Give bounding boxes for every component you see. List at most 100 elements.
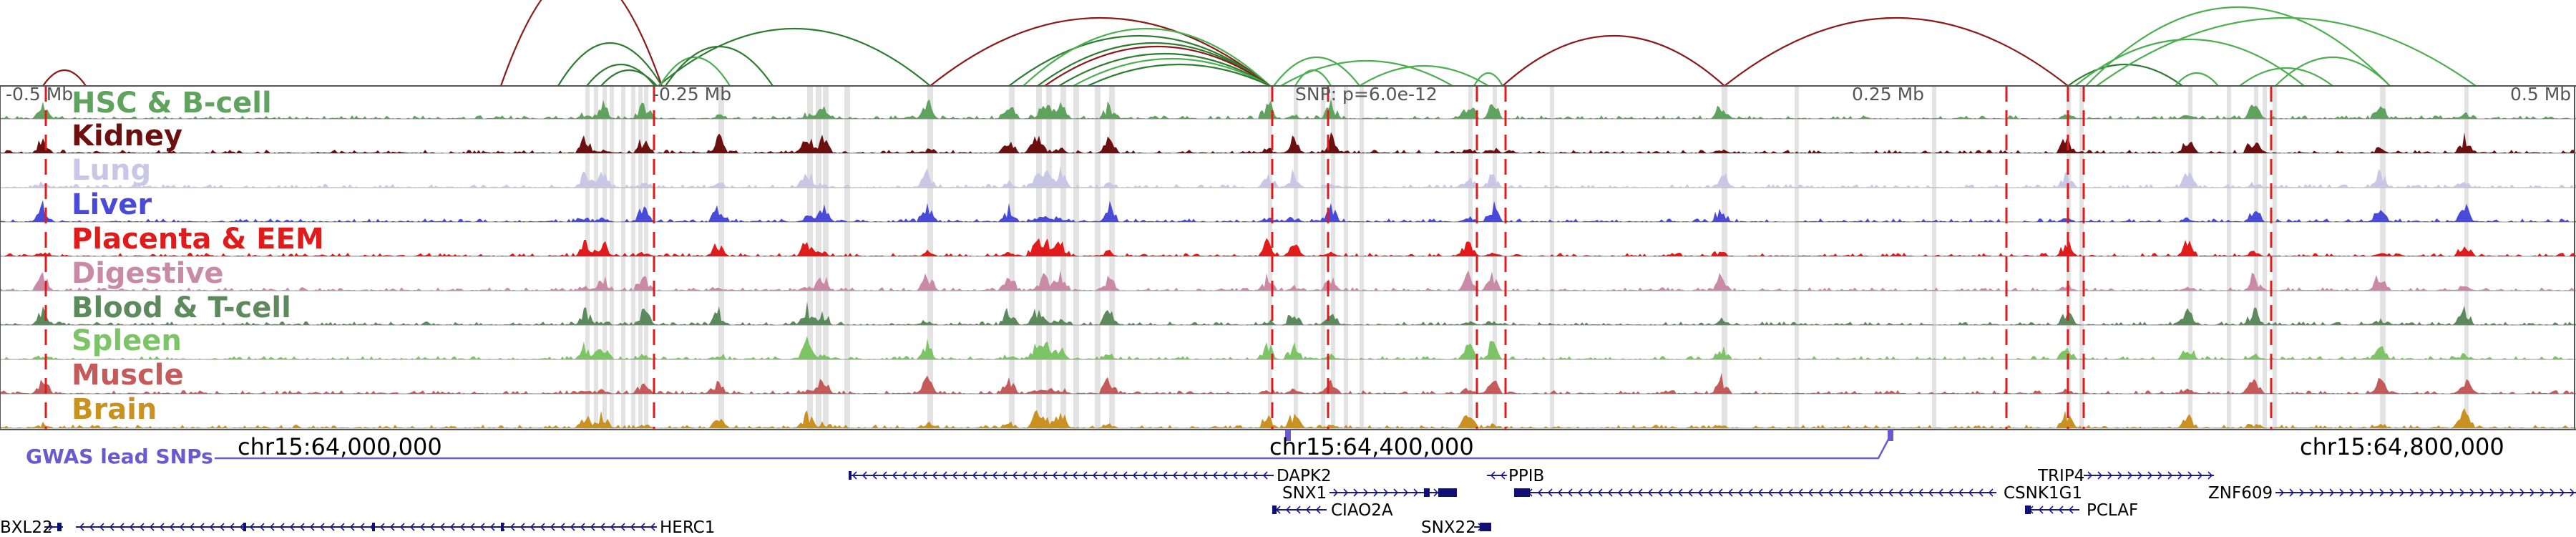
gene-label-snx22[interactable]: SNX22 (1421, 518, 1476, 537)
strand-arrow (530, 523, 535, 531)
gene-label-trip4[interactable]: TRIP4 (2038, 467, 2085, 485)
strand-arrow (1938, 488, 1943, 497)
chromatin-loop-arc (1058, 53, 1271, 87)
chromatin-loop-arc (1724, 16, 2069, 87)
strand-arrow (1305, 505, 1311, 514)
strand-arrow (2157, 471, 2163, 480)
track-label-blood-t-cell: Blood & T-cell (72, 291, 291, 324)
strand-arrow (1878, 488, 1883, 497)
gene-label-snx1[interactable]: SNX1 (1282, 484, 1327, 503)
strand-arrow (2379, 488, 2385, 497)
signal-track (0, 270, 2576, 291)
highlight-column (2273, 86, 2277, 430)
strand-arrow (650, 523, 655, 531)
strand-arrow (1082, 471, 1088, 480)
ruler-label-right-mid: 0.25 Mb (1852, 84, 1925, 105)
gene-model (1474, 523, 1491, 531)
gene-label-ciao2a[interactable]: CIAO2A (1331, 501, 1393, 520)
highlight-column (1321, 86, 1325, 430)
chromatin-loop-arc (1273, 56, 1360, 87)
signal-tracks (0, 98, 2576, 429)
highlight-column (1550, 86, 1554, 430)
gene-label-csnk1g1[interactable]: CSNK1G1 (2004, 484, 2083, 503)
gene-label-ppib[interactable]: PPIB (1508, 467, 1545, 485)
strand-arrow (1868, 488, 1873, 497)
strand-arrow (922, 471, 927, 480)
gene-model (2025, 505, 2079, 514)
strand-arrow (2519, 488, 2525, 497)
signal-track (0, 372, 2576, 395)
chromatin-loop-arc (1073, 57, 1271, 87)
strand-arrow (2299, 488, 2305, 497)
gene-label-bxl22[interactable]: BXL22 (0, 518, 53, 537)
chromatin-loop-arc (2067, 63, 2183, 87)
highlight-column (1268, 86, 1272, 430)
chromatin-loop-arcs (42, 0, 2477, 87)
strand-arrow (1042, 471, 1048, 480)
chromatin-loop-arc (42, 69, 87, 87)
exon (1438, 488, 1457, 497)
exon (1514, 488, 1530, 497)
exon (501, 523, 504, 531)
strand-arrow (1587, 488, 1593, 497)
gene-track (44, 471, 2576, 531)
strand-arrow (1607, 488, 1613, 497)
strand-arrow (942, 471, 947, 480)
strand-arrow (2439, 488, 2445, 497)
strand-arrow (1285, 505, 1291, 514)
highlight-column (2188, 86, 2192, 430)
strand-arrow (1092, 471, 1098, 480)
exon (1480, 523, 1491, 531)
strand-arrow (1958, 488, 1963, 497)
strand-arrow (2147, 471, 2153, 480)
strand-arrow (2489, 488, 2495, 497)
gwas-snp-marker (1285, 430, 1291, 441)
strand-arrow (89, 523, 94, 531)
gene-label-pclaf[interactable]: PCLAF (2087, 501, 2139, 520)
strand-arrow (972, 471, 977, 480)
exon (372, 523, 375, 531)
signal-area (0, 407, 2576, 428)
strand-arrow (429, 523, 435, 531)
strand-arrow (550, 523, 555, 531)
strand-arrow (1333, 488, 1339, 497)
strand-arrow (1647, 488, 1653, 497)
exon (2025, 505, 2031, 514)
strand-arrow (2479, 488, 2485, 497)
strand-arrow (1617, 488, 1623, 497)
strand-arrow (48, 523, 54, 531)
strand-arrow (309, 523, 315, 531)
highlight-column (2227, 86, 2231, 430)
highlight-column (807, 86, 813, 430)
strand-arrow (1172, 471, 1178, 480)
strand-arrow (2540, 488, 2545, 497)
strand-arrow (2349, 488, 2355, 497)
strand-arrow (2389, 488, 2395, 497)
strand-arrow (2550, 488, 2555, 497)
highlight-column (816, 86, 821, 430)
strand-arrow (119, 523, 125, 531)
gwas-track-label: GWAS lead SNPs (26, 445, 213, 468)
strand-arrow (169, 523, 175, 531)
strand-arrow (902, 471, 907, 480)
highlight-column (621, 86, 625, 430)
gene-label-dapk2[interactable]: DAPK2 (1277, 467, 1332, 485)
peak-highlight-columns (585, 86, 2469, 430)
gene-label-herc1[interactable]: HERC1 (660, 518, 716, 537)
gene-model (1514, 488, 1996, 497)
strand-arrow (1353, 488, 1359, 497)
gene-label-znf609[interactable]: ZNF609 (2208, 484, 2273, 503)
chromatin-loop-arc (499, 0, 663, 87)
strand-arrow (2560, 488, 2565, 497)
strand-arrow (209, 523, 215, 531)
strand-arrow (2197, 471, 2203, 480)
track-label-digestive: Digestive (72, 257, 224, 290)
strand-arrow (219, 523, 225, 531)
gene-model (1330, 488, 1457, 497)
track-label-lung: Lung (72, 154, 152, 187)
strand-arrow (1062, 471, 1068, 480)
strand-arrow (459, 523, 465, 531)
strand-arrow (2329, 488, 2335, 497)
strand-arrow (580, 523, 585, 531)
signal-area (0, 336, 2576, 359)
